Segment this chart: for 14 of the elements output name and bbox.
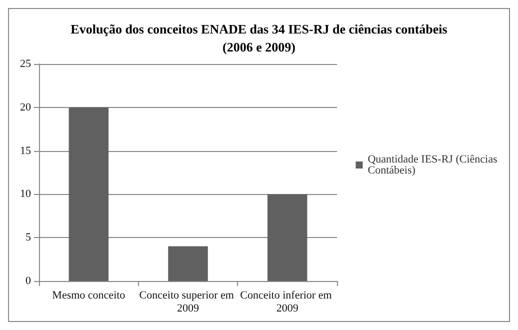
y-tick-label: 0 xyxy=(26,275,32,287)
x-tick-label: Conceito inferior em 2009 xyxy=(240,290,335,314)
y-tick-label: 20 xyxy=(20,101,32,114)
bar xyxy=(267,194,308,281)
chart-title: Evolução dos conceitos ENADE das 34 IES-RJ de ciências contábeis (2006 e 2009) xyxy=(70,22,448,54)
x-tick-label: Conceito superior em 2009 xyxy=(139,290,237,314)
y-tick-label: 15 xyxy=(20,144,32,157)
y-tick-label: 25 xyxy=(20,58,32,70)
bar xyxy=(168,246,208,281)
bar xyxy=(68,107,109,281)
y-tick-label: 10 xyxy=(20,188,32,200)
x-tick-label: Mesmo conceito xyxy=(52,290,126,302)
legend-label: Quantidade IES-RJ (Ciências Contábeis) xyxy=(368,154,500,176)
y-tick-label: 5 xyxy=(26,232,32,244)
